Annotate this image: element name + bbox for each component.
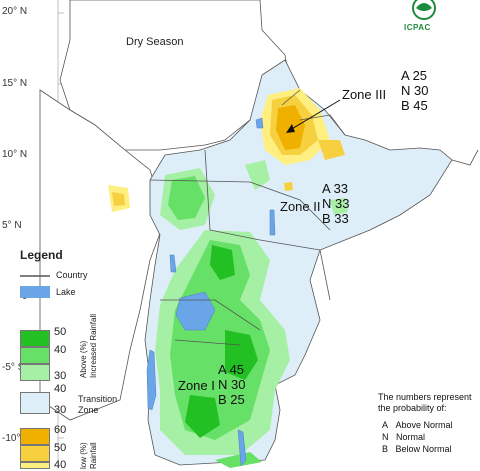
lake-swatch <box>20 286 50 298</box>
below-label-2: Rainfall <box>89 442 98 469</box>
swatch-above-40 <box>20 347 50 364</box>
note-line-1: The numbers represent <box>378 392 472 402</box>
transition-30-label: 30 <box>54 404 67 416</box>
legend-country-label: Country <box>56 270 88 280</box>
lake-tanganyika <box>146 349 157 411</box>
coastline <box>451 149 479 166</box>
lake-malawi <box>237 429 247 467</box>
swatch-above-50 <box>20 330 50 347</box>
zone-iii-n: N 30 <box>401 83 429 98</box>
lat-label-10n: 10° N <box>2 149 28 160</box>
below-60-label: 60 <box>54 424 67 436</box>
above-label-2: Increased Rainfall <box>89 313 98 378</box>
below-50-label: 50 <box>54 442 67 454</box>
zone-ii-name: Zone II <box>280 199 321 214</box>
legend-lake-label: Lake <box>56 287 76 297</box>
above-40-label: 40 <box>54 344 67 356</box>
legend-title: Legend <box>20 248 63 262</box>
country-borders <box>149 89 346 346</box>
transition-40-label: 40 <box>54 383 67 395</box>
swatch-transition <box>20 392 50 414</box>
zone-iii-name: Zone III <box>342 87 387 102</box>
note-item-a: A Above Normal <box>382 420 453 431</box>
note-line-2: the probability of: <box>378 403 447 413</box>
logo-text: ICPAC <box>404 23 431 32</box>
zone-i-b: B 25 <box>218 392 245 407</box>
swatch-above-30 <box>20 364 50 381</box>
note-item-b-value: Below Normal <box>395 444 452 454</box>
zone-ii-b: B 33 <box>322 211 349 226</box>
below-label-1: low (%) <box>79 442 88 469</box>
note-item-n: N Normal <box>382 432 425 443</box>
zone-iii-probabilities: A 25 N 30 B 45 <box>401 68 428 113</box>
transition-label-2: Zone <box>78 405 99 415</box>
zone-i-probabilities: A 45 N 30 B 25 <box>218 362 245 407</box>
season-label: Dry Season <box>126 36 184 48</box>
note-item-a-value: Above Normal <box>395 420 453 430</box>
note-item-n-key: N <box>382 432 389 442</box>
zone-ii-a: A 33 <box>322 181 349 196</box>
transition-label-1: Transition <box>78 394 118 404</box>
zone-iii-a: A 25 <box>401 68 428 83</box>
zone-iii-pointer <box>286 99 341 133</box>
lat-label-15n: 15° N <box>2 78 28 89</box>
lat-label-10s: -10° S <box>2 433 30 444</box>
lat-label-20n: 20° N <box>2 6 28 17</box>
logo-emblem-icon <box>412 0 436 20</box>
above-normal-areas <box>155 160 348 468</box>
country-line-symbol <box>20 275 50 277</box>
icpac-logo <box>396 0 452 38</box>
lake-tana <box>255 117 264 129</box>
lakes <box>146 117 276 467</box>
above-50-label: 50 <box>54 326 67 338</box>
zone-i-n: N 30 <box>218 377 246 392</box>
zone-i-a: A 45 <box>218 362 245 377</box>
above-30-label: 30 <box>54 370 67 382</box>
zone-ii-n: N 33 <box>322 196 350 211</box>
swatch-below-50 <box>20 445 50 462</box>
lat-label-5n: 5° N <box>2 220 22 231</box>
zone-i-name: Zone I <box>178 378 215 393</box>
lake-albert <box>169 254 177 273</box>
lake-victoria <box>175 291 216 331</box>
note-item-b: B Below Normal <box>382 444 452 455</box>
above-label-1: Above (%) <box>79 340 88 378</box>
lake-turkana <box>269 209 276 236</box>
note-item-a-key: A <box>382 420 389 430</box>
note-item-n-value: Normal <box>396 432 426 442</box>
swatch-below-60 <box>20 428 50 445</box>
lat-label-5s: -5° S <box>2 362 25 373</box>
below-40-label: 40 <box>54 459 67 471</box>
note-item-b-key: B <box>382 444 389 454</box>
zone-ii-probabilities: A 33 N 33 B 33 <box>322 181 349 226</box>
swatch-below-40 <box>20 462 50 469</box>
surrounding-land <box>39 0 291 421</box>
zone-iii-b: B 45 <box>401 98 428 113</box>
